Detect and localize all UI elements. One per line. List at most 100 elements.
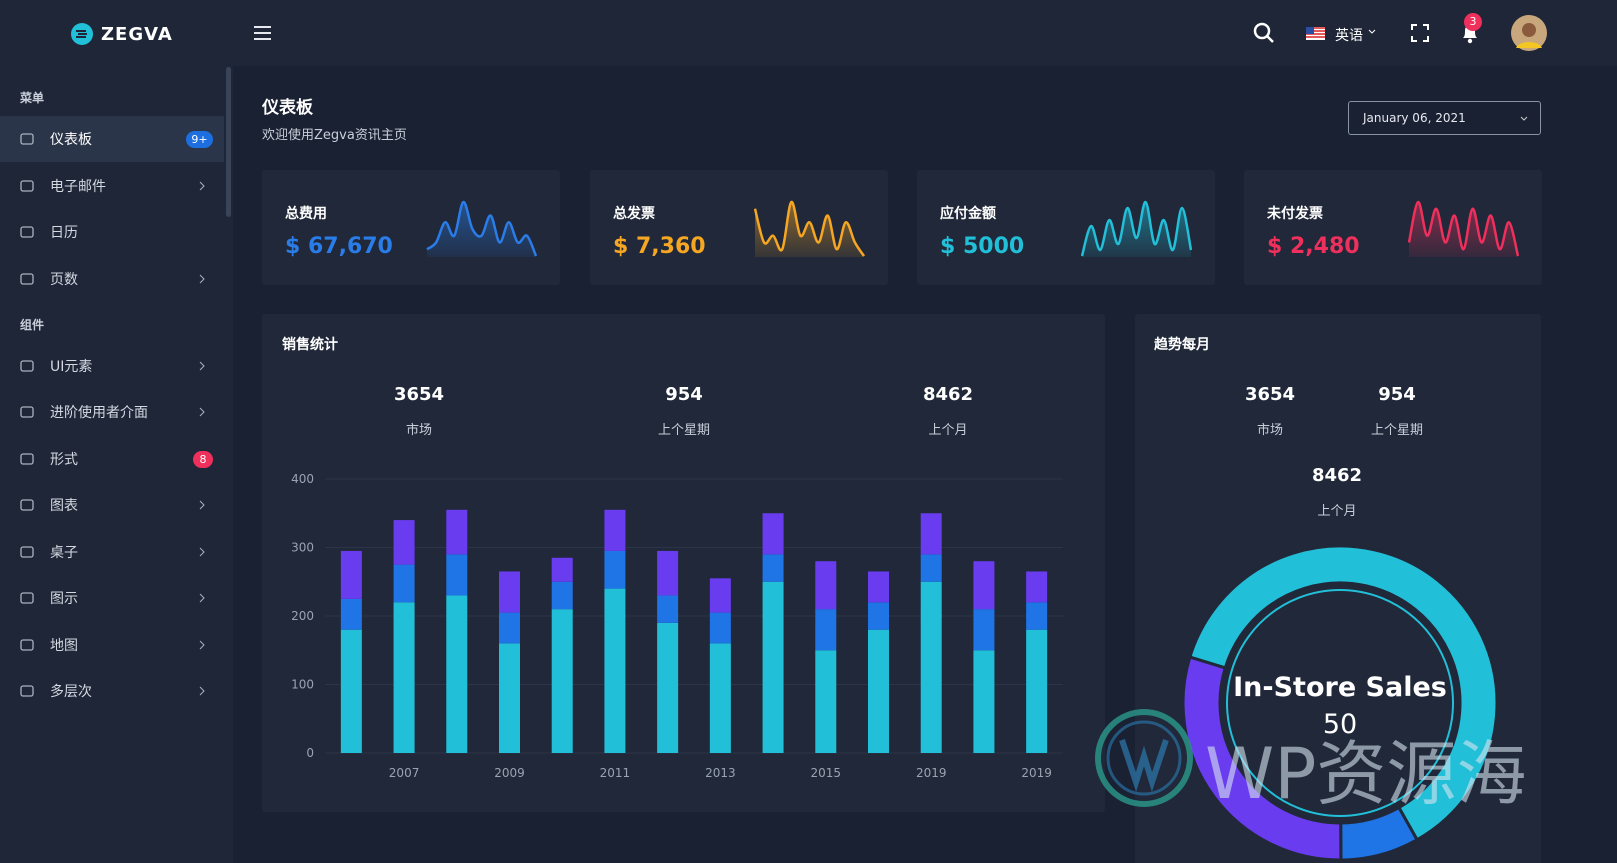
trend-panel: 趋势每月 3654 市场 954 上个星期 8462 上个月 In-Store Sales 5… — [1135, 314, 1541, 863]
bar-segment — [446, 554, 468, 596]
nav-label: 页数 — [50, 271, 78, 288]
nav-item[interactable]: 电子邮件 — [0, 163, 224, 209]
summary-value: 3654 — [393, 384, 445, 405]
page-subtitle: 欢迎使用Zegva资讯主页 — [262, 128, 407, 143]
bar-segment — [446, 509, 468, 555]
bar-segment — [604, 550, 626, 589]
section-title: 组件 — [20, 317, 45, 332]
watermark-logo — [1095, 709, 1193, 807]
nav-icon-shape — [20, 272, 34, 285]
sparkline — [1081, 200, 1192, 257]
nav-icon — [20, 133, 34, 145]
language[interactable]: 英语 — [1335, 28, 1363, 44]
donut-segment — [1187, 544, 1499, 842]
x-tick-label: 2015 — [811, 766, 842, 780]
search-icon[interactable] — [1253, 22, 1275, 44]
nav-item[interactable]: 图表 — [0, 482, 224, 528]
nav-label: 桌子 — [50, 544, 78, 561]
bar-segment — [815, 650, 837, 753]
bar-segment — [340, 598, 362, 630]
nav-icon — [20, 685, 34, 697]
panel-title: 销售统计 — [282, 337, 338, 353]
nav-item[interactable]: 进阶使用者介面 — [0, 389, 224, 435]
nav-label: 图示 — [50, 591, 78, 607]
nav-label: 图表 — [50, 498, 78, 514]
summary-label: 市场 — [405, 423, 432, 438]
nav-item[interactable]: 地图 — [0, 622, 224, 668]
nav-chevron — [199, 686, 205, 696]
nav-item[interactable]: 日历 — [0, 209, 224, 255]
bar-segment — [1026, 571, 1048, 603]
nav-label: 地图 — [50, 637, 78, 654]
bar-segment — [973, 561, 995, 610]
nav-item[interactable]: 桌子 — [0, 529, 224, 575]
bar-segment — [1026, 602, 1048, 630]
nav-chevron — [199, 274, 205, 283]
bar-segment — [499, 571, 520, 613]
y-tick-label: 400 — [291, 472, 314, 486]
summary-value: 8462 — [922, 384, 974, 405]
bar-segment — [762, 581, 784, 753]
fullscreen-icon[interactable] — [1411, 24, 1429, 42]
nav-icon-shape — [20, 359, 34, 372]
sparkline-area — [755, 201, 864, 257]
nav-label: 多层次 — [50, 684, 92, 700]
donut-chart: In-Store Sales 50 — [1181, 544, 1499, 862]
nav-icon-shape — [20, 592, 34, 604]
y-tick-label: 0 — [306, 746, 314, 760]
donut-center-label: In-Store Sales — [1233, 672, 1447, 703]
language-caret — [1368, 29, 1376, 34]
bar-segment — [815, 609, 837, 651]
bar-segment — [657, 550, 679, 596]
nav-icon — [20, 359, 34, 372]
chevron-shape — [199, 640, 205, 649]
bar-segment — [709, 643, 731, 753]
nav-icon — [20, 179, 34, 192]
sidebar: ZEGVA 菜单 仪表板 9+ 电子邮件 日历 页数 组件 UI元素 进阶使用者介面 形式 8 图表桌… — [0, 0, 233, 863]
bar-segment — [499, 643, 520, 753]
nav-item[interactable]: 形式 8 — [0, 436, 224, 482]
bar-segment — [604, 509, 626, 551]
nav-item[interactable]: 图示 — [0, 575, 224, 621]
sparkline — [1408, 200, 1519, 257]
nav-item[interactable]: 仪表板 9+ — [0, 116, 224, 162]
nav-icon-shape — [20, 499, 34, 511]
nav-icon-shape — [20, 638, 34, 651]
summary-value: 8462 — [1311, 465, 1363, 486]
stat-label: 未付发票 — [1267, 206, 1323, 222]
nav-icon-shape — [20, 545, 34, 558]
bar-segment — [340, 550, 362, 599]
bar-segment — [868, 602, 889, 630]
x-tick-label: 2009 — [494, 766, 525, 780]
x-tick-label: 2019 — [1021, 766, 1052, 780]
stat-value: $ 5000 — [940, 234, 1025, 259]
scrollbar — [226, 67, 231, 217]
summary-value: 3654 — [1244, 384, 1296, 405]
notification-badge: 3 — [1464, 13, 1482, 31]
nav-chevron — [199, 407, 205, 417]
nav-item[interactable]: 多层次 — [0, 668, 224, 714]
summary-value: 954 — [1378, 384, 1416, 405]
nav-label: 电子邮件 — [50, 178, 106, 195]
bar-segment — [920, 581, 942, 753]
nav-label: 仪表板 — [50, 132, 92, 148]
menu-toggle[interactable] — [253, 24, 273, 42]
sparkline — [426, 200, 537, 257]
date-value: January 06, 2021 — [1363, 111, 1466, 125]
nav-badge: 8 — [193, 450, 213, 468]
flag-icon — [1306, 27, 1325, 40]
date-picker[interactable]: January 06, 2021 — [1348, 101, 1541, 135]
chevron-shape — [199, 686, 205, 696]
nav-item[interactable]: UI元素 — [0, 343, 224, 389]
avatar[interactable] — [1511, 15, 1547, 51]
summary-label: 市场 — [1256, 423, 1283, 438]
stat-card: 总费用 $ 67,670 — [262, 170, 560, 285]
bar-segment — [604, 588, 626, 753]
nav-icon — [20, 226, 34, 238]
bar-segment — [762, 513, 784, 555]
nav-item[interactable]: 页数 — [0, 256, 224, 302]
donut-highlight-ring — [1226, 589, 1454, 817]
logo-icon — [71, 23, 93, 45]
bar-segment — [920, 513, 942, 555]
donut-segment — [1181, 655, 1343, 862]
